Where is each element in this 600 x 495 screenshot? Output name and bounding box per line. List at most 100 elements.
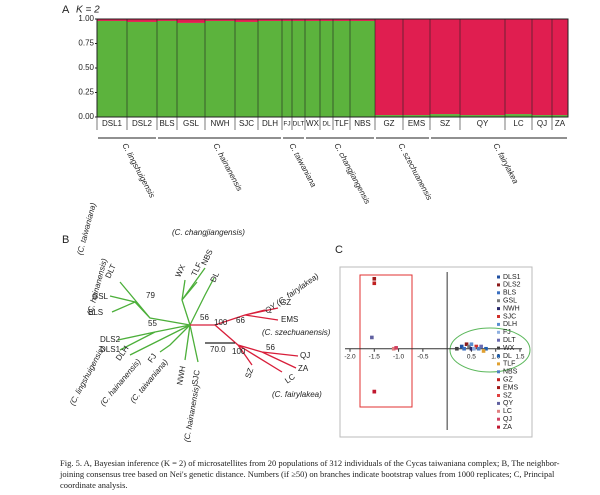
- bar-segment: [127, 19, 157, 22]
- point: [484, 346, 488, 351]
- population-label: DLH: [262, 119, 278, 128]
- legend-marker: [497, 362, 500, 366]
- x-tick-label: -1.5: [369, 353, 381, 360]
- population-label: QY: [477, 119, 489, 128]
- population-label: GSL: [183, 119, 200, 128]
- bar-segment: [292, 20, 305, 117]
- legend-label: EMS: [503, 384, 519, 391]
- species-label: C. szechuanensis: [396, 142, 434, 202]
- bar-segment: [375, 115, 403, 117]
- bar-segment: [320, 19, 333, 21]
- legend-label: DL: [503, 353, 512, 360]
- tip-label: QY (C. fairylakea): [263, 271, 320, 315]
- legend-label: SZ: [503, 392, 513, 399]
- legend-label: DLS2: [503, 282, 521, 289]
- bar-segment: [282, 20, 292, 117]
- legend-marker: [497, 370, 500, 374]
- point: [455, 346, 459, 351]
- species-label: C. changjiangensis: [332, 142, 372, 206]
- population-label: DL: [322, 121, 331, 128]
- x-tick-label: 1.0: [491, 353, 500, 360]
- bar-segment: [430, 114, 460, 117]
- bootstrap: 100: [214, 318, 228, 327]
- tip-label: DL: [209, 270, 222, 284]
- plot-frame: [96, 18, 569, 118]
- population-label: BLS: [159, 119, 174, 128]
- bar-segment: [320, 20, 333, 117]
- point: [469, 342, 474, 347]
- point: [464, 342, 469, 347]
- bar-segment: [258, 19, 282, 21]
- point: [370, 335, 374, 340]
- tip-label: (C. taiwaniana): [75, 201, 98, 256]
- bar-segment: [333, 19, 350, 21]
- bar-segment: [460, 19, 505, 116]
- tip-label: GZ: [280, 298, 291, 307]
- legend-marker: [497, 409, 500, 413]
- tip-label: NWH: [175, 365, 187, 386]
- tip-label: WX: [174, 263, 188, 279]
- bar-segment: [205, 19, 235, 21]
- legend-marker: [497, 386, 500, 390]
- plot-frame: [339, 266, 533, 438]
- cluster-ellipse: [449, 327, 531, 373]
- point: [372, 276, 377, 281]
- population-label: DLT: [293, 121, 305, 128]
- population-label: DSL2: [132, 119, 153, 128]
- legend-label: ZA: [503, 424, 512, 431]
- bar-segment: [258, 20, 282, 117]
- point: [472, 346, 476, 351]
- x-tick-label: -1.0: [393, 353, 405, 360]
- population-label: SZ: [440, 119, 450, 128]
- population-label: QJ: [537, 119, 547, 128]
- bar-segment: [282, 19, 292, 21]
- bar-segment: [305, 19, 320, 21]
- legend-marker: [497, 401, 500, 405]
- y-tick-label: 1.00: [78, 14, 94, 23]
- tip-label: DLS2: [100, 335, 121, 344]
- y-tick-label: 0.00: [78, 112, 94, 121]
- legend-marker: [497, 275, 500, 279]
- population-label: ZA: [555, 119, 566, 128]
- bar-segment: [350, 19, 375, 21]
- legend-label: TLF: [503, 361, 515, 368]
- legend-marker: [497, 425, 500, 429]
- x-tick-label: 1.5: [515, 353, 524, 360]
- tip-label: EMS: [281, 315, 298, 324]
- bar-segment: [403, 19, 430, 116]
- tip-label: QJ: [300, 351, 310, 360]
- tip-label: ZA: [298, 364, 309, 373]
- legend-label: GSL: [503, 298, 517, 305]
- legend-marker: [497, 330, 500, 334]
- bootstrap: 55: [148, 319, 157, 328]
- bar-segment: [305, 20, 320, 117]
- point: [479, 344, 483, 349]
- legend-label: DLS1: [503, 274, 521, 281]
- point: [372, 389, 377, 394]
- legend-label: LC: [503, 408, 512, 415]
- point: [476, 346, 481, 351]
- bar-segment: [532, 115, 552, 117]
- panel-label: C: [335, 244, 343, 256]
- legend-label: SJC: [503, 313, 516, 320]
- bar-segment: [552, 19, 568, 116]
- point: [391, 346, 396, 351]
- legend-label: BLS: [503, 290, 517, 297]
- bar-segment: [97, 19, 127, 21]
- point: [474, 344, 479, 349]
- tip-label: FJ: [146, 352, 158, 364]
- species-label: C. fairylakea: [491, 142, 520, 186]
- bar-segment: [532, 19, 552, 116]
- bar-segment: [552, 115, 568, 117]
- legend-marker: [497, 378, 500, 382]
- bar-segment: [403, 115, 430, 117]
- population-label: NBS: [354, 119, 370, 128]
- legend-label: QY: [503, 400, 513, 407]
- bootstrap: 56: [266, 343, 275, 352]
- x-tick-label: 0.5: [467, 353, 476, 360]
- tip-label: (C. szechuanensis): [262, 328, 331, 337]
- legend-label: GZ: [503, 377, 513, 384]
- tip-label: DLS1: [100, 345, 121, 354]
- tip-label: BLS: [88, 308, 103, 317]
